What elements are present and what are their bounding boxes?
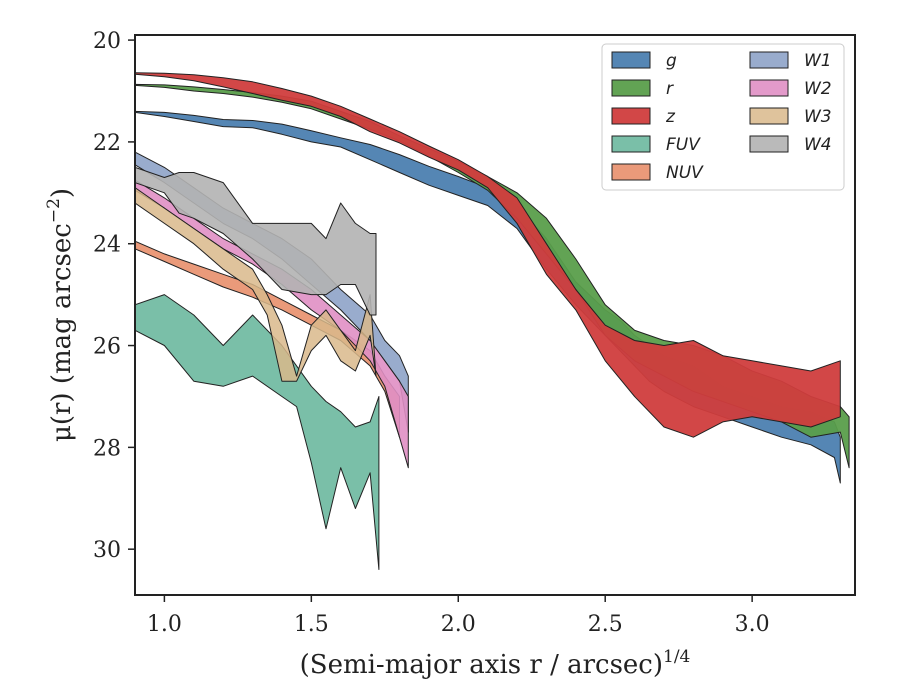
legend-swatch — [749, 107, 789, 125]
legend-swatch — [611, 79, 651, 97]
y-tick-label: 28 — [93, 436, 121, 461]
band-w4 — [135, 166, 377, 316]
profile-bands — [135, 72, 850, 570]
y-axis-label: μ(r) (mag arcsec−2) — [44, 188, 77, 442]
legend-item-z: z — [611, 107, 676, 127]
band-z — [135, 72, 841, 438]
legend-label: FUV — [666, 135, 701, 155]
x-tick-label: 2.0 — [441, 612, 476, 637]
legend-item-w2: W2 — [749, 79, 832, 99]
band-w3 — [135, 187, 377, 382]
legend-label: g — [666, 51, 677, 71]
y-tick-label: 22 — [93, 131, 121, 156]
legend-swatch — [611, 51, 651, 69]
x-axis-ticks: 1.0 1.5 2.0 2.5 3.0 — [147, 595, 770, 637]
y-tick-label: 30 — [93, 538, 121, 563]
legend-swatch — [611, 107, 651, 125]
x-tick-label: 1.5 — [294, 612, 329, 637]
y-tick-label: 24 — [93, 233, 121, 258]
legend-label: W2 — [804, 79, 832, 99]
legend-item-fuv: FUV — [611, 135, 701, 155]
x-tick-label: 3.0 — [735, 612, 770, 637]
legend-swatch — [611, 135, 651, 153]
legend-label: W3 — [804, 107, 832, 127]
legend-item-w4: W4 — [749, 135, 832, 155]
y-tick-label: 26 — [93, 335, 121, 360]
y-tick-label: 20 — [93, 29, 121, 54]
legend-swatch — [611, 163, 651, 181]
x-tick-label: 2.5 — [588, 612, 623, 637]
legend-item-w1: W1 — [749, 51, 832, 71]
legend-item-w3: W3 — [749, 107, 832, 127]
legend-swatch — [749, 51, 789, 69]
legend-item-g: g — [611, 51, 677, 71]
legend-item-nuv: NUV — [611, 163, 704, 183]
y-axis-ticks: 20 22 24 26 28 30 — [93, 29, 135, 563]
legend-label: W1 — [804, 51, 832, 71]
legend-label: NUV — [666, 163, 704, 183]
legend-swatch — [749, 135, 789, 153]
legend-swatch — [749, 79, 789, 97]
x-axis-label: (Semi-major axis r / arcsec)1/4 — [300, 647, 691, 680]
x-tick-label: 1.0 — [147, 612, 182, 637]
legend: grz FUV NUV W1 W2 W3 W4 — [601, 43, 845, 191]
legend-label: z — [665, 107, 676, 127]
band-fuv — [135, 294, 380, 570]
legend-label: r — [666, 79, 674, 99]
legend-item-r: r — [611, 79, 674, 99]
plot-frame — [134, 34, 856, 596]
legend-label: W4 — [804, 135, 832, 155]
